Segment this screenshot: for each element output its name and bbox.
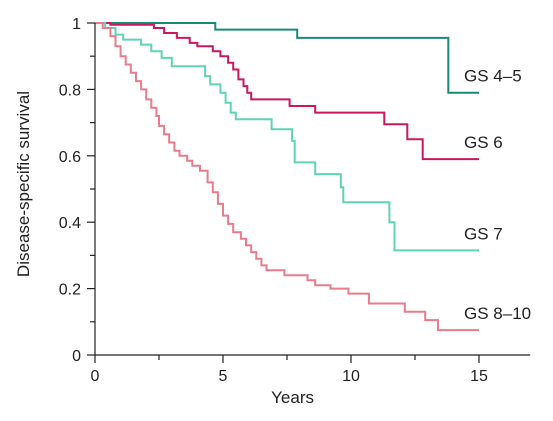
series-line-3 (95, 22, 479, 252)
series-label: GS 6 (464, 133, 503, 152)
x-tick-label: 0 (91, 368, 100, 385)
y-tick-label: 0 (72, 348, 81, 365)
y-tick-label: 0.6 (59, 149, 81, 166)
series-label: GS 4–5 (464, 67, 522, 86)
y-tick-label: 0.2 (59, 282, 81, 299)
x-tick-label: 5 (219, 368, 228, 385)
x-tick-label: 10 (342, 368, 360, 385)
series-layer (95, 22, 479, 332)
series-labels: GS 4–5 GS 6 GS 7 GS 8–10 (464, 67, 531, 323)
y-tick-label: 0.4 (59, 215, 81, 232)
y-tick-label: 0.8 (59, 82, 81, 99)
y-tick-label: 1 (72, 16, 81, 33)
series-label: GS 7 (464, 224, 503, 243)
series-line-4 (95, 22, 479, 332)
series-label: GS 8–10 (464, 304, 531, 323)
series-line-1 (95, 22, 479, 94)
series-line-2 (95, 22, 479, 161)
x-tick-label: 15 (470, 368, 488, 385)
x-axis-title: Years (271, 388, 314, 407)
y-axis-title: Disease-specific survival (14, 91, 33, 277)
ticks-layer: 0 5 10 15 0 0.2 0.4 0.6 0.8 1 (59, 16, 488, 385)
